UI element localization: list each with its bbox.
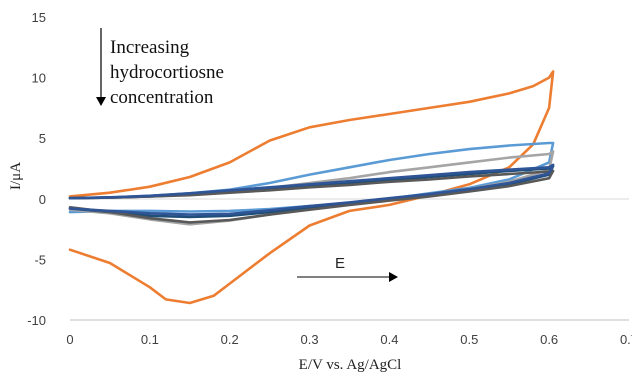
x-tick-label: 0.4 bbox=[380, 332, 398, 347]
scan-direction-annotation: E bbox=[297, 255, 398, 282]
cv-curves bbox=[68, 70, 555, 305]
x-tick-label: 0.1 bbox=[141, 332, 159, 347]
y-axis-title: I/μA bbox=[8, 162, 24, 190]
annotation-line-3: concentration bbox=[110, 87, 214, 108]
y-tick-label: 5 bbox=[39, 131, 46, 146]
annotation-line-2: hydrocortiosne bbox=[110, 62, 224, 83]
down-arrow-head bbox=[96, 97, 106, 106]
y-tick-label: 10 bbox=[32, 71, 46, 86]
x-tick-label: 0 bbox=[66, 332, 73, 347]
increasing-concentration-annotation: Increasing hydrocortiosne concentration bbox=[96, 28, 224, 108]
x-axis-title: E/V vs. Ag/AgCl bbox=[299, 357, 402, 373]
x-tick-label: 0.6 bbox=[540, 332, 558, 347]
annotation-line-1: Increasing bbox=[110, 37, 190, 58]
cv-curve-6 bbox=[68, 163, 555, 216]
cv-curve-5 bbox=[68, 169, 555, 224]
y-tick-label: 0 bbox=[39, 192, 46, 207]
x-tick-label: 0.2 bbox=[221, 332, 239, 347]
right-arrow-head bbox=[389, 272, 398, 282]
scan-direction-label: E bbox=[335, 255, 345, 272]
x-tick-label: 0.7 bbox=[620, 332, 632, 347]
x-tick-labels: 0 0.1 0.2 0.3 0.4 0.5 0.6 0.7 bbox=[66, 332, 632, 347]
y-tick-label: -5 bbox=[34, 252, 46, 267]
cv-curve-1 bbox=[68, 70, 555, 305]
cv-curve-2 bbox=[68, 141, 555, 214]
x-tick-label: 0.5 bbox=[460, 332, 478, 347]
x-tick-label: 0.3 bbox=[301, 332, 319, 347]
y-tick-label: -10 bbox=[27, 313, 46, 328]
y-tick-labels: -10 -5 0 5 10 15 bbox=[27, 10, 46, 328]
y-tick-label: 15 bbox=[32, 10, 46, 25]
